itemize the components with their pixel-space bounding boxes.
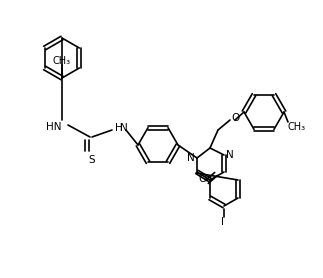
Text: N: N bbox=[226, 150, 234, 160]
Text: N: N bbox=[187, 153, 195, 163]
Text: I: I bbox=[221, 217, 224, 227]
Text: N: N bbox=[120, 123, 128, 133]
Text: CH₃: CH₃ bbox=[53, 56, 71, 66]
Text: O: O bbox=[198, 174, 206, 184]
Text: S: S bbox=[89, 155, 95, 165]
Text: H: H bbox=[115, 123, 123, 133]
Text: CH₃: CH₃ bbox=[288, 122, 306, 132]
Text: O: O bbox=[231, 113, 239, 123]
Text: HN: HN bbox=[46, 122, 62, 132]
